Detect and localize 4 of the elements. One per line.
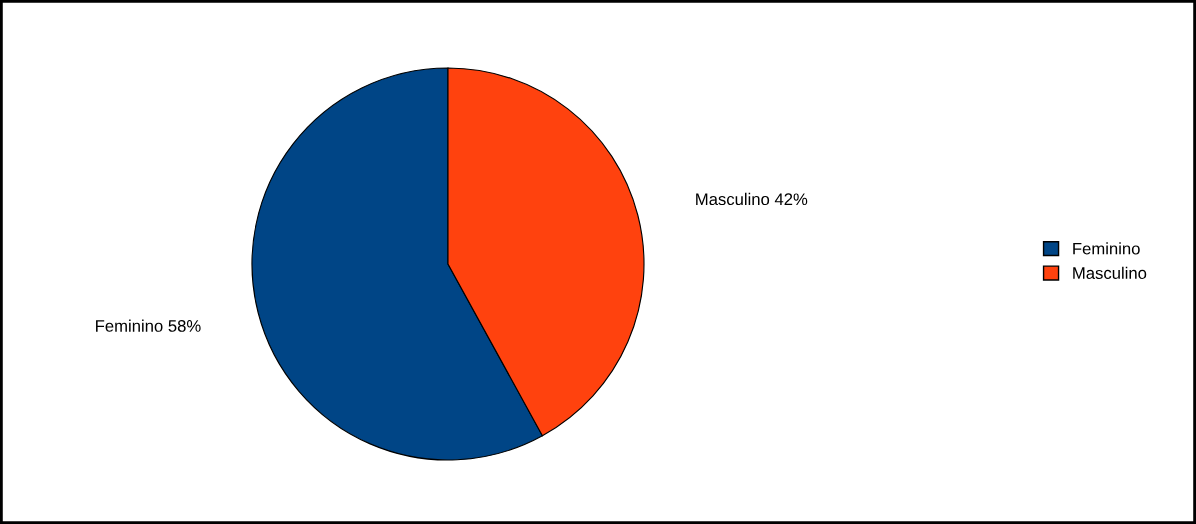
data-label: Feminino 58% [96,319,201,332]
data-label: Masculino 42% [696,192,808,206]
legend-label: Feminino [1073,242,1140,255]
legend-label: Masculino [1073,266,1147,279]
